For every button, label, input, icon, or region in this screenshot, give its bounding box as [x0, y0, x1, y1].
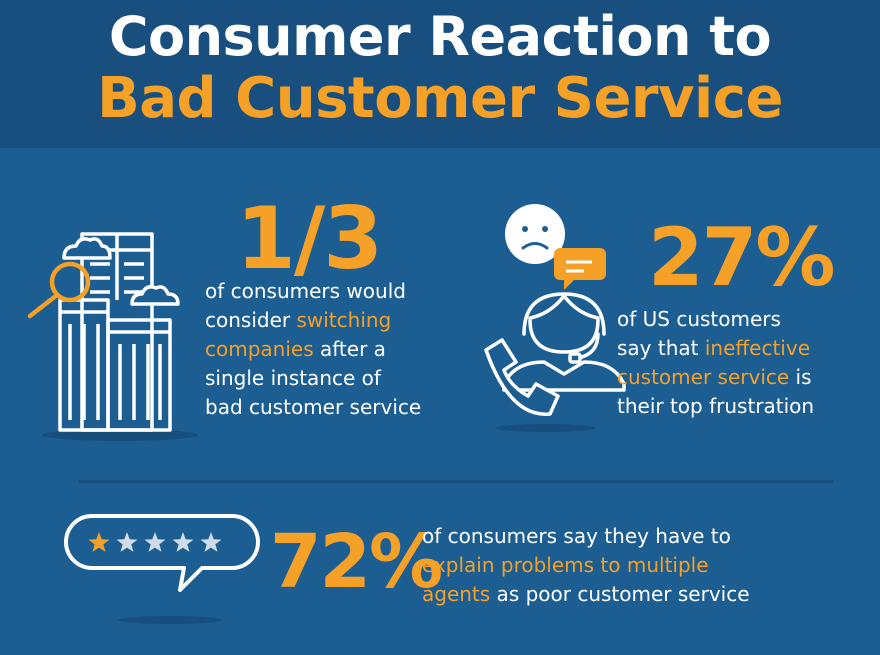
- stat-one-third-description: of consumers would consider switching co…: [205, 277, 421, 422]
- desc-text: say that: [617, 336, 705, 360]
- desc-text: as poor customer service: [490, 582, 750, 606]
- speech-bubble-one-star-rating-icon: [64, 514, 260, 624]
- desc-highlight: customer service: [617, 365, 790, 389]
- desc-text: consider: [205, 308, 297, 332]
- desc-text: their top frustration: [617, 394, 815, 418]
- header-banner: Consumer Reaction to Bad Customer Servic…: [0, 0, 880, 148]
- desc-highlight: ineffective: [704, 336, 810, 360]
- desc-text: is: [789, 365, 812, 389]
- stat-one-third: 1/3: [236, 189, 383, 289]
- frowning-customer-with-headset-icon: [484, 204, 626, 432]
- desc-text: after a: [313, 337, 386, 361]
- desc-text: of US customers: [617, 307, 781, 331]
- empty-star-icon: [172, 532, 194, 552]
- buildings-magnifier-icon: [27, 232, 198, 441]
- stat-27-percent: 27%: [648, 211, 835, 304]
- desc-highlight: companies: [205, 337, 314, 361]
- stat-72-percent-description: of consumers say they have to explain pr…: [422, 522, 750, 609]
- empty-star-icon: [200, 532, 222, 552]
- desc-highlight: agents: [422, 582, 491, 606]
- desc-text: bad customer service: [205, 395, 422, 419]
- desc-text: single instance of: [205, 366, 381, 390]
- title-line-2: Bad Customer Service: [97, 66, 783, 131]
- stat-27-percent-description: of US customers say that ineffective cus…: [617, 305, 814, 421]
- section-divider: [78, 480, 834, 483]
- filled-star-icon: [88, 532, 110, 552]
- desc-highlight: switching: [296, 308, 392, 332]
- desc-text: of consumers say they have to: [422, 524, 731, 548]
- desc-text: of consumers would: [205, 279, 406, 303]
- stat-72-percent: 72%: [270, 519, 443, 605]
- title-line-1: Consumer Reaction to: [108, 5, 772, 68]
- desc-highlight: explain problems to multiple: [422, 553, 709, 577]
- empty-star-icon: [116, 532, 138, 552]
- empty-star-icon: [144, 532, 166, 552]
